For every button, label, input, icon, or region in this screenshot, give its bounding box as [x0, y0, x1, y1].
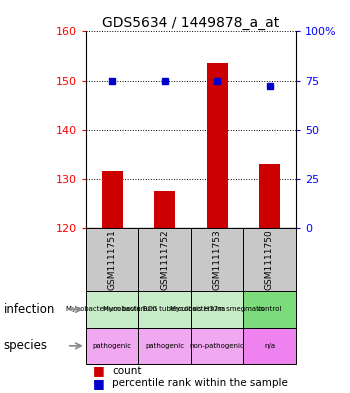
- Text: Mycobacterium bovis BCG: Mycobacterium bovis BCG: [66, 307, 158, 312]
- Bar: [138, 328, 191, 364]
- Bar: [138, 291, 191, 328]
- Text: ■: ■: [93, 377, 105, 390]
- Text: infection: infection: [4, 303, 55, 316]
- Text: control: control: [257, 307, 282, 312]
- Text: GSM1111752: GSM1111752: [160, 229, 169, 290]
- Text: GSM1111753: GSM1111753: [212, 229, 222, 290]
- Text: Mycobacterium smegmatis: Mycobacterium smegmatis: [170, 307, 264, 312]
- Text: pathogenic: pathogenic: [145, 343, 184, 349]
- Text: ■: ■: [93, 364, 105, 377]
- Bar: [154, 191, 175, 228]
- Bar: [86, 228, 138, 291]
- Bar: [243, 328, 296, 364]
- Bar: [102, 171, 122, 228]
- Bar: [138, 228, 191, 291]
- Bar: [86, 328, 138, 364]
- Bar: [191, 228, 243, 291]
- Bar: [259, 164, 280, 228]
- Bar: [206, 63, 228, 228]
- Text: species: species: [4, 339, 48, 353]
- Text: Mycobacterium tuberculosis H37ra: Mycobacterium tuberculosis H37ra: [103, 307, 226, 312]
- Bar: [191, 291, 243, 328]
- Text: GSM1111750: GSM1111750: [265, 229, 274, 290]
- Bar: [191, 328, 243, 364]
- Text: GSM1111751: GSM1111751: [107, 229, 117, 290]
- Text: pathogenic: pathogenic: [92, 343, 132, 349]
- Text: count: count: [112, 365, 141, 376]
- Text: non-pathogenic: non-pathogenic: [190, 343, 244, 349]
- Text: percentile rank within the sample: percentile rank within the sample: [112, 378, 288, 388]
- Title: GDS5634 / 1449878_a_at: GDS5634 / 1449878_a_at: [102, 17, 279, 30]
- Text: n/a: n/a: [264, 343, 275, 349]
- Bar: [86, 291, 138, 328]
- Bar: [243, 291, 296, 328]
- Bar: [243, 228, 296, 291]
